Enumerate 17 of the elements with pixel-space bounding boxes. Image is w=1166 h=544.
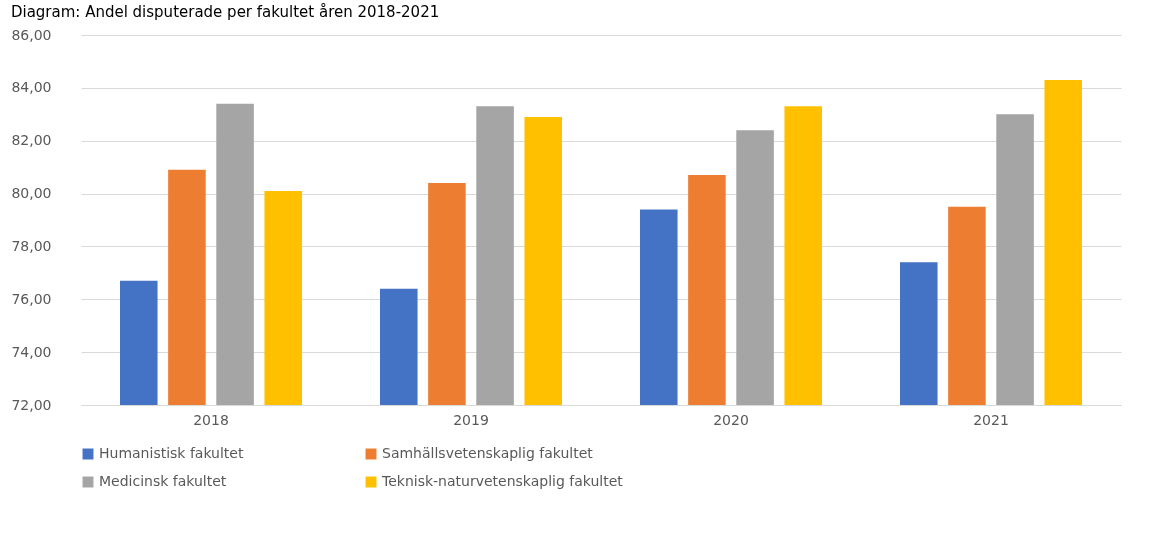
x-tick-label: 2021 bbox=[973, 411, 1009, 428]
y-tick-label: 82,00 bbox=[11, 132, 52, 149]
x-tick-label: 2018 bbox=[193, 411, 229, 428]
y-tick-label: 84,00 bbox=[11, 79, 52, 96]
x-tick-label: 2019 bbox=[453, 411, 489, 428]
y-tick-label: 80,00 bbox=[11, 185, 52, 202]
y-tick-label: 86,00 bbox=[11, 26, 52, 43]
y-tick-label: 72,00 bbox=[11, 396, 52, 413]
legend-label: Samhällsvetenskaplig fakultet bbox=[382, 445, 594, 461]
legend-label: Teknisk-naturvetenskaplig fakultet bbox=[381, 473, 624, 489]
y-tick-label: 74,00 bbox=[11, 343, 52, 360]
chart-title: Diagram: Andel disputerade per fakultet åren 2018-2021 bbox=[10, 3, 440, 21]
legend-label: Medicinsk fakultet bbox=[99, 473, 227, 489]
legend-label: Humanistisk fakultet bbox=[99, 445, 244, 461]
y-tick-label: 78,00 bbox=[11, 237, 52, 254]
x-tick-label: 2020 bbox=[713, 411, 749, 428]
y-tick-label: 76,00 bbox=[11, 290, 52, 307]
